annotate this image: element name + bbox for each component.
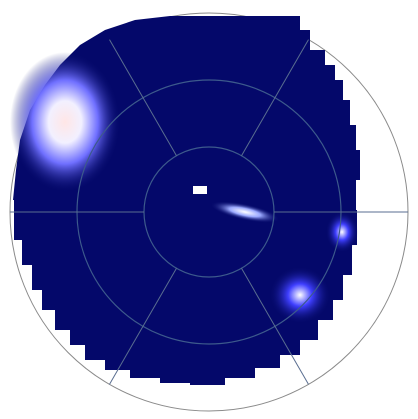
intensity-blob <box>270 267 330 323</box>
intensity-cell <box>193 186 207 194</box>
intensity-blob <box>210 201 280 223</box>
grid-spoke <box>241 268 309 385</box>
grid-spoke <box>109 39 177 156</box>
intensity-blob <box>10 52 120 192</box>
polar-grid <box>10 39 408 385</box>
intensity-blob <box>326 212 358 252</box>
grid-spoke <box>241 39 309 156</box>
grid-spoke <box>109 268 177 385</box>
